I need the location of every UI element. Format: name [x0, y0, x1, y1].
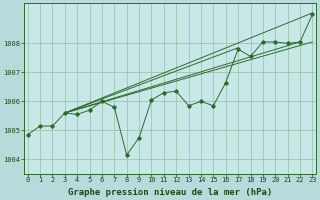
X-axis label: Graphe pression niveau de la mer (hPa): Graphe pression niveau de la mer (hPa)	[68, 188, 272, 197]
